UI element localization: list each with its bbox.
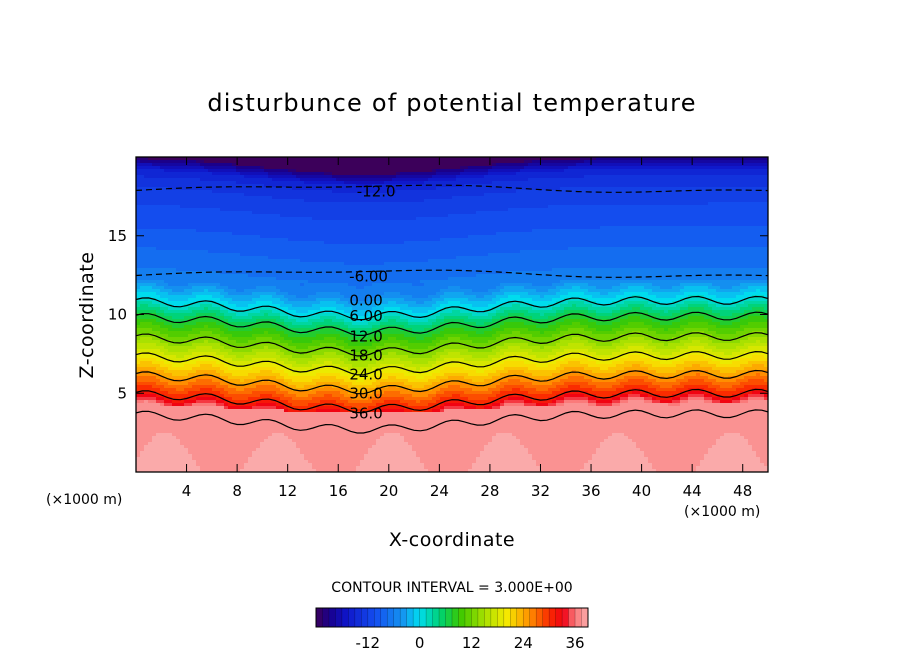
contour-label: -12.0 — [357, 183, 396, 201]
colorbar-segment — [471, 608, 479, 627]
x-tick-label: 44 — [683, 482, 702, 500]
colorbar-segment — [328, 608, 336, 627]
colorbar-segment — [549, 608, 557, 627]
colorbar-segment — [361, 608, 369, 627]
colorbar-segment — [387, 608, 395, 627]
colorbar-segment — [503, 608, 511, 627]
colorbar-segment — [400, 608, 408, 627]
colorbar-segment — [575, 608, 582, 627]
contour-line — [136, 311, 768, 336]
colorbar-segment — [432, 608, 440, 627]
colorbar-segment — [490, 608, 498, 627]
colorbar-segment — [367, 608, 375, 627]
contour-label: -6.00 — [349, 268, 388, 286]
contour-line — [136, 369, 768, 395]
colorbar-segment — [406, 608, 414, 627]
colorbar-segment — [542, 608, 550, 627]
colorbar-segment — [581, 608, 589, 627]
colorbar — [315, 608, 589, 627]
colorbar-segment — [335, 608, 343, 627]
x-tick-label: 12 — [278, 482, 297, 500]
plot-area — [136, 157, 768, 472]
colorbar-segment — [413, 608, 421, 627]
colorbar-tick-label: 12 — [462, 634, 481, 652]
x-axis-unit-right: (×1000 m) — [684, 504, 760, 520]
colorbar-segment — [393, 608, 401, 627]
colorbar-segment — [516, 608, 524, 627]
contour-line — [136, 184, 768, 193]
colorbar-segment — [374, 608, 382, 627]
x-tick-label: 48 — [733, 482, 752, 500]
colorbar-segment — [380, 608, 388, 627]
contour-label: 36.0 — [349, 405, 382, 423]
x-axis-unit-left: (×1000 m) — [46, 492, 122, 508]
contour-line — [136, 350, 768, 376]
x-tick-label: 4 — [182, 482, 192, 500]
colorbar-segment — [354, 608, 362, 627]
colorbar-segment — [536, 608, 544, 627]
x-tick-label: 40 — [632, 482, 651, 500]
x-tick-label: 36 — [581, 482, 600, 500]
colorbar-segment — [445, 608, 453, 627]
colorbar-segment — [316, 608, 323, 627]
x-tick-label: 24 — [430, 482, 449, 500]
colorbar-tick-label: -12 — [356, 634, 381, 652]
contour-label: 12.0 — [349, 328, 382, 346]
contour-interval-note: CONTOUR INTERVAL = 3.000E+00 — [331, 580, 572, 596]
contour-line — [136, 409, 768, 434]
x-axis-label: X-coordinate — [389, 529, 515, 551]
contour-lines — [136, 184, 768, 434]
colorbar-segment — [341, 608, 349, 627]
chart-title: disturbunce of potential temperature — [207, 89, 696, 117]
y-axis-label: Z-coordinate — [76, 252, 98, 379]
colorbar-segment — [322, 608, 330, 627]
colorbar-tick-label: 0 — [415, 634, 425, 652]
colorbar-segment — [464, 608, 472, 627]
colorbar-segment — [497, 608, 505, 627]
x-tick-label: 8 — [232, 482, 242, 500]
contour-line — [136, 388, 768, 414]
colorbar-segment — [458, 608, 466, 627]
x-tick-label: 16 — [329, 482, 348, 500]
colorbar-segment — [426, 608, 433, 627]
colorbar-segment — [477, 608, 485, 627]
colorbar-segment — [562, 608, 569, 627]
colorbar-frame — [315, 607, 589, 628]
colorbar-segment — [529, 608, 537, 627]
y-tick-label: 5 — [117, 384, 127, 402]
contour-labels: -12.0 -6.00 0.006.00 12.018.024.030.0 36.0 — [349, 183, 395, 423]
colorbar-segment — [568, 608, 576, 627]
colorbar-segment — [523, 608, 531, 627]
x-tick-label: 28 — [480, 482, 499, 500]
y-tick-label: 10 — [108, 306, 127, 324]
contour-label: 30.0 — [349, 384, 382, 402]
contour-line — [136, 269, 768, 278]
colorbar-ticks: -12 0 12 24 36 — [356, 634, 585, 652]
color-bands — [136, 157, 768, 472]
colorbar-segment — [452, 608, 459, 627]
contour-label: 0.00 — [349, 291, 382, 309]
x-tick-label: 32 — [531, 482, 550, 500]
contour-label: 18.0 — [349, 346, 382, 364]
colorbar-segment — [439, 608, 446, 627]
contour-label: 24.0 — [349, 365, 382, 383]
contour-line — [136, 295, 768, 321]
contour-line — [136, 332, 768, 357]
x-tick-label: 20 — [379, 482, 398, 500]
colorbar-segment — [419, 608, 427, 627]
colorbar-tick-label: 24 — [514, 634, 533, 652]
colorbar-tick-label: 36 — [566, 634, 585, 652]
colorbar-segment — [555, 608, 563, 627]
colorbar-segment — [348, 608, 356, 627]
x-axis-ticks: 4 8 12 16 20 24 28 32 36 40 44 48 — [182, 157, 752, 500]
colorbar-segment — [510, 608, 518, 627]
contour-label: 6.00 — [349, 307, 382, 325]
y-axis-ticks: 5 10 15 — [108, 227, 768, 402]
colorbar-segment — [484, 608, 492, 627]
y-tick-label: 15 — [108, 227, 127, 245]
